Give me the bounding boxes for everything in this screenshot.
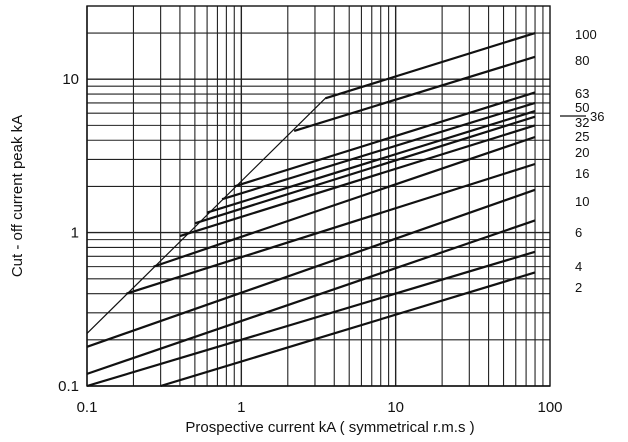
series-label-36: 36 bbox=[590, 109, 604, 124]
series-label-16: 16 bbox=[575, 166, 589, 181]
series-line-10 bbox=[86, 188, 536, 348]
y-tick-label: 1 bbox=[71, 225, 79, 242]
y-tick-label: 10 bbox=[62, 71, 79, 88]
series-line-20 bbox=[153, 135, 536, 268]
y-axis-label: Cut - off current peak kA bbox=[9, 115, 26, 277]
series-line-4 bbox=[86, 250, 536, 388]
series-label-80: 80 bbox=[575, 53, 589, 68]
series-label-6: 6 bbox=[575, 225, 582, 240]
grid-lines bbox=[86, 5, 550, 387]
x-tick-label: 0.1 bbox=[77, 399, 98, 416]
plot-area-background bbox=[87, 6, 550, 386]
series-label-100: 100 bbox=[575, 27, 597, 42]
tick-labels: 0.1 1 10 100 0.1 1 10 bbox=[58, 71, 562, 416]
series-line-50 bbox=[221, 101, 536, 201]
series-lines bbox=[86, 31, 536, 388]
series-line-32 bbox=[194, 115, 536, 225]
plot-frame bbox=[86, 5, 551, 387]
series-label-10: 10 bbox=[575, 194, 589, 209]
series-line-25 bbox=[179, 124, 536, 238]
series-label-4: 4 bbox=[575, 259, 582, 274]
series-label-63: 63 bbox=[575, 86, 589, 101]
series-line-63 bbox=[233, 91, 536, 188]
series-line-100 bbox=[324, 31, 536, 100]
series-line-80 bbox=[293, 55, 536, 132]
y-tick-label: 0.1 bbox=[58, 378, 79, 395]
series-label-25: 25 bbox=[575, 129, 589, 144]
series-line-2 bbox=[160, 271, 536, 388]
series-label-50: 50 bbox=[575, 100, 589, 115]
x-tick-label: 100 bbox=[537, 399, 562, 416]
series-line-16 bbox=[126, 162, 536, 295]
series-label-2: 2 bbox=[575, 280, 582, 295]
series-line-6 bbox=[86, 219, 536, 375]
series-label-20: 20 bbox=[575, 145, 589, 160]
series-label-32: 32 bbox=[575, 115, 589, 130]
x-tick-label: 10 bbox=[387, 399, 404, 416]
x-axis-label: Prospective current kA ( symmetrical r.m… bbox=[185, 419, 474, 436]
x-tick-label: 1 bbox=[237, 399, 245, 416]
series-line-36 bbox=[206, 109, 536, 214]
